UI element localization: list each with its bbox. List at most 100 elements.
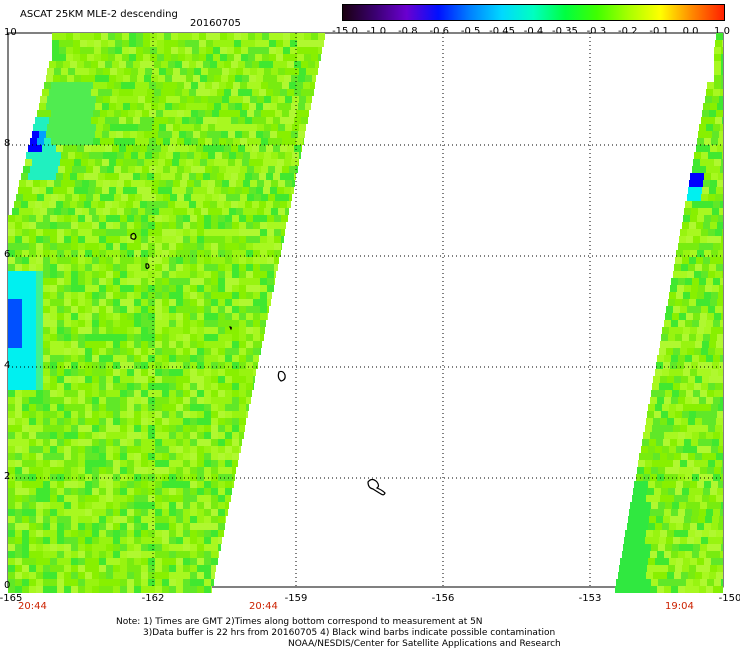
- swath-cell: [705, 516, 712, 523]
- swath-cell: [99, 418, 106, 425]
- swath-cell: [43, 257, 50, 264]
- swath-cell: [140, 201, 147, 208]
- note-line-1: Note: 1) Times are GMT 2)Times along bot…: [116, 617, 483, 627]
- swath-cell: [155, 467, 162, 474]
- swath-cell: [699, 397, 706, 404]
- swath-cell: [29, 425, 36, 432]
- island-outline: [367, 478, 386, 496]
- swath-cell: [134, 299, 141, 306]
- swath-cell: [51, 166, 58, 173]
- swath-cell: [120, 257, 127, 264]
- swath-cell: [92, 495, 99, 502]
- swath-cell: [674, 572, 681, 579]
- swath-cell: [127, 446, 134, 453]
- swath-cell: [294, 61, 301, 68]
- swath-cell: [225, 292, 232, 299]
- swath-cell: [200, 75, 207, 82]
- swath-cell: [78, 572, 85, 579]
- swath-cell: [78, 341, 85, 348]
- swath-cell: [155, 369, 162, 376]
- swath-cell: [92, 271, 99, 278]
- swath-cell: [54, 124, 61, 131]
- swath-cell: [190, 362, 197, 369]
- swath-cell: [709, 376, 716, 383]
- swath-cell: [190, 271, 197, 278]
- swath-cell: [156, 194, 163, 201]
- swath-cell: [208, 152, 215, 159]
- swath-cell: [191, 166, 198, 173]
- swath-cell: [674, 418, 681, 425]
- swath-cell: [64, 481, 71, 488]
- swath-cell: [54, 208, 61, 215]
- swath-cell: [44, 110, 51, 117]
- swath-cell: [169, 341, 176, 348]
- swath-cell: [15, 320, 22, 327]
- swath-cell: [679, 313, 686, 320]
- swath-cell: [690, 250, 697, 257]
- swath-cell: [670, 439, 677, 446]
- swath-cell: [622, 551, 629, 558]
- swath-cell: [56, 117, 63, 124]
- swath-cell: [229, 152, 236, 159]
- swath-cell: [722, 229, 723, 236]
- swath-cell: [664, 509, 671, 516]
- swath-cell: [15, 285, 22, 292]
- swath-cell: [148, 495, 155, 502]
- swath-cell: [697, 327, 704, 334]
- swath-cell: [260, 334, 264, 341]
- swath-cell: [148, 523, 155, 530]
- swath-cell: [148, 285, 155, 292]
- swath-cell: [15, 509, 22, 516]
- swath-cell: [210, 173, 217, 180]
- swath-cell: [163, 166, 170, 173]
- swath-cell: [283, 33, 290, 40]
- swath-cell: [89, 68, 96, 75]
- swath-cell: [714, 75, 721, 82]
- swath-cell: [15, 278, 22, 285]
- swath-cell: [229, 124, 236, 131]
- swath-cell: [253, 306, 260, 313]
- swath-cell: [36, 432, 43, 439]
- swath-cell: [190, 376, 197, 383]
- swath-cell: [29, 551, 36, 558]
- swath-cell: [169, 306, 176, 313]
- swath-cell: [266, 201, 273, 208]
- swath-cell: [8, 586, 15, 593]
- swath-cell: [176, 460, 183, 467]
- swath-cell: [57, 243, 64, 250]
- swath-cell: [665, 390, 672, 397]
- swath-cell: [721, 467, 723, 474]
- swath-cell: [73, 33, 80, 40]
- swath-cell: [71, 376, 78, 383]
- swath-cell: [141, 572, 148, 579]
- swath-cell: [718, 327, 723, 334]
- swath-cell: [215, 152, 222, 159]
- swath-cell: [155, 488, 162, 495]
- swath-cell: [699, 278, 706, 285]
- swath-cell: [57, 271, 64, 278]
- swath-cell: [91, 173, 98, 180]
- swath-cell: [702, 495, 709, 502]
- swath-cell: [173, 68, 180, 75]
- swath-cell: [86, 138, 93, 145]
- swath-cell: [54, 96, 61, 103]
- swath-cell: [148, 411, 155, 418]
- swath-cell: [85, 397, 92, 404]
- swath-cell: [176, 544, 183, 551]
- swath-cell: [49, 89, 56, 96]
- swath-cell: [657, 586, 664, 593]
- swath-cell: [169, 453, 176, 460]
- swath-cell: [212, 138, 219, 145]
- swath-cell: [291, 75, 298, 82]
- swath-cell: [182, 145, 189, 152]
- swath-cell: [36, 530, 43, 537]
- swath-cell: [225, 313, 232, 320]
- swath-cell: [120, 271, 127, 278]
- swath-cell: [270, 75, 277, 82]
- swath-cell: [197, 285, 204, 292]
- swath-cell: [169, 327, 176, 334]
- swath-cell: [717, 334, 723, 341]
- swath-cell: [127, 292, 134, 299]
- swath-cell: [85, 285, 92, 292]
- y-tick-label: 2: [4, 471, 11, 482]
